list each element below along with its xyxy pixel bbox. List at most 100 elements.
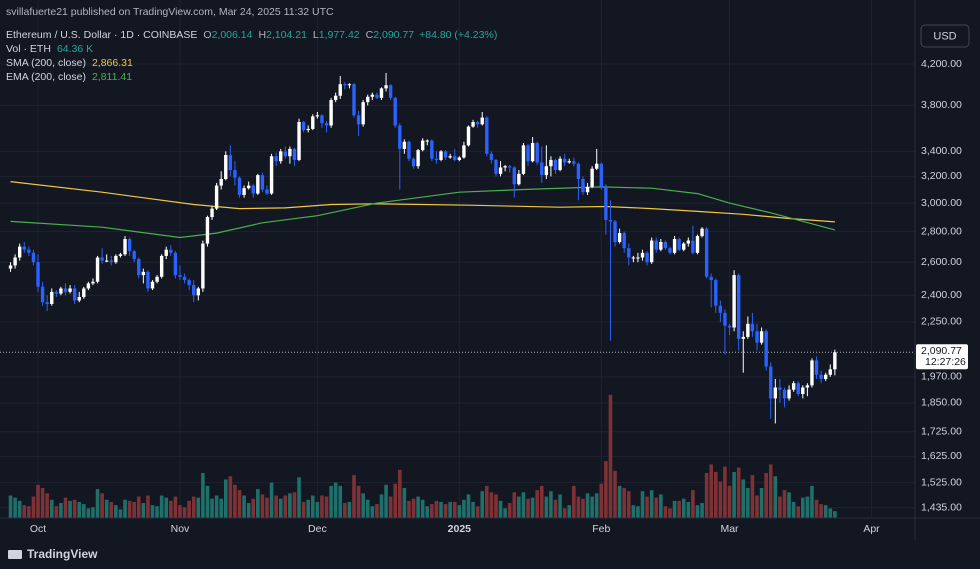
volume-bar [764, 473, 768, 518]
candle-body [567, 161, 571, 163]
candle-body [251, 185, 255, 194]
candle-body [269, 156, 274, 194]
volume-bar [494, 494, 498, 518]
candle-body [741, 336, 745, 339]
candle-body [471, 122, 475, 127]
candle-body [530, 142, 535, 162]
y-tick-label: 2,800.00 [921, 225, 962, 237]
volume-bar [466, 494, 471, 518]
volume-bar [622, 488, 626, 518]
candle-body [489, 153, 494, 160]
candle-body [164, 249, 168, 256]
candle-body [508, 166, 512, 168]
volume-bar [310, 495, 315, 518]
ohlc-value: 2,006.14 [212, 29, 253, 41]
candle-body [169, 249, 173, 253]
candle-body [224, 155, 228, 180]
candle-body [384, 85, 388, 89]
y-tick-label: 1,625.00 [921, 450, 962, 462]
candle-body [54, 291, 59, 294]
candle-body [521, 145, 526, 174]
candle-body [553, 159, 558, 171]
volume-bar [233, 484, 237, 518]
volume-bar [750, 475, 755, 518]
currency-label[interactable]: USD [933, 30, 956, 42]
volume-bar [411, 498, 416, 518]
candle-body [274, 156, 278, 162]
volume-bar [136, 496, 141, 518]
volume-bar [306, 499, 311, 518]
volume-bar [549, 491, 553, 518]
candle-body [572, 161, 576, 164]
candle-body [109, 260, 113, 263]
currency-button-frame[interactable] [920, 24, 970, 48]
candle-body [237, 177, 242, 195]
volume-bar [576, 496, 581, 518]
volume-bar [146, 495, 150, 518]
volume-bar [485, 485, 489, 518]
volume-bar [104, 499, 109, 518]
volume-bar [292, 492, 297, 518]
brand-logo [8, 550, 22, 559]
volume-bar [434, 500, 439, 518]
candle-body [219, 179, 223, 186]
candle-body [8, 265, 13, 269]
candle-body [242, 188, 246, 195]
volume-bar [223, 479, 228, 518]
candle-body [63, 288, 68, 292]
candle-body [695, 236, 700, 253]
volume-bar [407, 500, 411, 518]
currency-button[interactable]: USD [920, 24, 970, 48]
volume-bar [805, 496, 810, 518]
candle-body [613, 221, 617, 243]
candle-body [59, 288, 63, 294]
candle-body [517, 173, 521, 185]
volume-bar [260, 494, 265, 518]
volume-bar [109, 501, 114, 518]
candle-body [375, 94, 379, 98]
candle-body [736, 275, 741, 339]
volume-bar [695, 505, 700, 518]
volume-bar [691, 490, 695, 518]
volume-bar [558, 494, 562, 518]
candle-body [723, 312, 727, 326]
volume-bar [45, 493, 49, 518]
candle-body [430, 140, 434, 159]
candle-body [704, 228, 709, 277]
volume-bar [709, 464, 714, 518]
volume-bar [315, 501, 320, 518]
volume-bar [352, 475, 356, 518]
candle-body [439, 151, 443, 160]
candle-body [796, 383, 800, 394]
volume-bar [132, 501, 136, 518]
candle-body [769, 366, 773, 399]
volume-pane [8, 394, 837, 518]
volume-bar [503, 508, 507, 518]
volume-bar [686, 501, 691, 518]
x-tick-label: Oct [30, 523, 46, 535]
indicator-line [10, 181, 835, 223]
candle-body [782, 389, 787, 399]
volume-bar [604, 461, 608, 518]
volume-bar [8, 495, 13, 518]
volume-bar [59, 503, 63, 518]
candle-body [123, 239, 127, 255]
candle-body [347, 84, 352, 86]
volume-bar [72, 499, 77, 518]
volume-bar [40, 488, 45, 518]
candle-body [636, 257, 640, 259]
volume-bar [659, 494, 663, 518]
volume-bar [530, 497, 535, 518]
volume-bar [393, 483, 398, 518]
candle-body [173, 252, 178, 276]
y-tick-label: 3,800.00 [921, 99, 962, 111]
symbol-title: Ethereum / U.S. Dollar · 1D · COINBASE [6, 29, 197, 41]
candle-body [265, 189, 269, 194]
candle-body [388, 85, 393, 98]
candle-body [631, 257, 636, 259]
candle-body [132, 251, 136, 260]
candle-body [814, 360, 819, 375]
ohlc-value: 1,977.42 [319, 29, 360, 41]
last-price-tag [916, 344, 968, 370]
candle-body [544, 166, 549, 176]
